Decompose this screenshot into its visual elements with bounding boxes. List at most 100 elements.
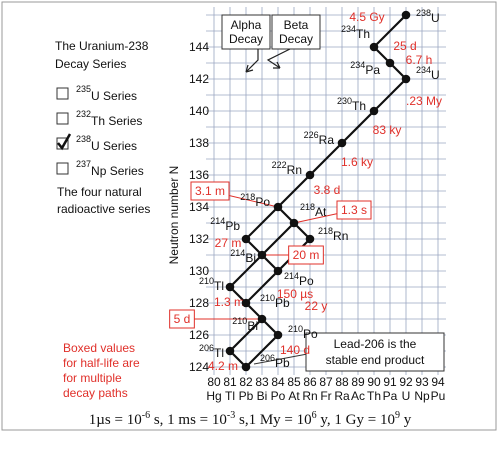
- x-symbol: Pu: [431, 389, 446, 403]
- nuclide-label: 218At: [300, 202, 327, 219]
- nuclide-label: 214Pb: [210, 216, 240, 233]
- half-life: 4.5 Gy: [349, 10, 384, 24]
- half-life: 150 µs: [277, 287, 313, 301]
- element-symbol: Ra: [319, 133, 335, 147]
- mass-number: 214: [210, 216, 225, 226]
- half-life: 5 d: [174, 312, 191, 326]
- checkbox[interactable]: [56, 162, 69, 175]
- x-symbol: Pa: [383, 389, 398, 403]
- nuclide-label: 234U: [416, 65, 440, 82]
- nuclide-label: 226Ra: [304, 130, 335, 147]
- panel-title: The Uranium-238: [55, 39, 149, 53]
- series-option[interactable]: 238U Series: [56, 133, 137, 153]
- nuclide: [241, 298, 251, 308]
- legend-text: Beta: [284, 18, 309, 32]
- checkbox[interactable]: [56, 112, 69, 125]
- x-tick-label: 84: [271, 375, 285, 389]
- x-tick-label: 85: [287, 375, 301, 389]
- half-life: .23 My: [406, 94, 442, 108]
- nuclide: [401, 10, 411, 20]
- half-life: 3.8 d: [314, 183, 341, 197]
- mass-number: 218: [318, 226, 333, 236]
- nuclide: [401, 74, 411, 84]
- element-symbol: Rn: [287, 163, 302, 177]
- x-symbol: Tl: [225, 389, 235, 403]
- nuclide-label: 218Rn: [318, 226, 348, 243]
- series-label[interactable]: 238U Series: [76, 134, 137, 153]
- series-option[interactable]: 235U Series: [56, 84, 137, 103]
- element-symbol: Rn: [333, 229, 348, 243]
- half-life-box: [190, 181, 230, 201]
- decay-path: [261, 222, 295, 256]
- x-symbol: Po: [271, 389, 286, 403]
- nuclide-label: 210Tl: [199, 276, 224, 293]
- nuclide-label: 210Bi: [232, 316, 258, 333]
- element-symbol: Bi: [247, 319, 258, 333]
- checkbox[interactable]: [56, 87, 69, 100]
- half-life: 83 ky: [373, 123, 402, 137]
- x-symbol: Ac: [351, 389, 365, 403]
- y-tick-label: 144: [189, 40, 209, 54]
- x-symbol: Np: [414, 389, 430, 403]
- series-label[interactable]: 232Th Series: [76, 109, 142, 128]
- x-tick-label: 88: [335, 375, 349, 389]
- nuclide: [289, 218, 299, 228]
- element-symbol: Po: [255, 195, 270, 209]
- half-life-box: [288, 245, 324, 265]
- y-tick-label: 140: [189, 104, 209, 118]
- nuclide-label: 206Pb: [260, 353, 290, 370]
- footnote: 1µs = 10-6 s, 1 ms = 10-3 s,1 My = 106 y…: [89, 410, 412, 428]
- decay-path: [245, 270, 279, 304]
- nuclide: [273, 202, 283, 212]
- element-symbol: U: [431, 68, 440, 82]
- half-life: 27 m: [215, 236, 242, 250]
- series-option[interactable]: 237Np Series: [56, 159, 144, 178]
- element-symbol: Tl: [214, 346, 224, 360]
- decay-path: [229, 254, 263, 288]
- y-tick-label: 132: [189, 232, 209, 246]
- nuclide: [225, 282, 235, 292]
- mass-number: 214: [284, 271, 299, 281]
- half-life: 1.3 m: [214, 295, 244, 309]
- note: Boxed values: [63, 341, 135, 355]
- series-mass: 235: [76, 84, 91, 94]
- x-tick-label: 94: [431, 375, 445, 389]
- x-tick-label: 89: [351, 375, 365, 389]
- mass-number: 218: [300, 202, 315, 212]
- footnote-exponent: -6: [142, 410, 150, 421]
- mass-number: 230: [337, 96, 352, 106]
- element-symbol: Th: [352, 99, 366, 113]
- nuclide: [241, 234, 251, 244]
- callout-box: [305, 332, 445, 372]
- x-symbol: Th: [367, 389, 381, 403]
- nuclide-label: 210Pb: [260, 293, 290, 310]
- series-label[interactable]: 235U Series: [76, 84, 137, 103]
- legend-box: [271, 14, 321, 50]
- nuclide: [225, 346, 235, 356]
- note: for half-life are: [63, 356, 140, 370]
- series-name: U Series: [91, 89, 137, 103]
- half-life: 1.3 s: [341, 203, 367, 217]
- x-tick-label: 82: [239, 375, 253, 389]
- y-tick-label: 128: [189, 296, 209, 310]
- series-mass: 237: [76, 159, 91, 169]
- footnote-exponent: -3: [227, 410, 235, 421]
- decay-path: [245, 206, 279, 240]
- half-life: 6.7 h: [406, 53, 433, 67]
- nuclide-label: 238U: [416, 8, 440, 25]
- series-label[interactable]: 237Np Series: [76, 159, 144, 178]
- nuclide: [369, 106, 379, 116]
- nuclide-label: 234Pa: [350, 60, 380, 77]
- footnote-text: 1µs = 10: [89, 412, 142, 428]
- series-option[interactable]: 232Th Series: [56, 109, 142, 128]
- x-symbol: Pb: [239, 389, 254, 403]
- nuclide-label: 214Bi: [230, 248, 256, 265]
- decay-path: [245, 334, 279, 368]
- y-tick-label: 124: [189, 360, 209, 374]
- series-mass: 232: [76, 109, 91, 119]
- callout-text: Lead-206 is the: [334, 337, 417, 351]
- panel-title: Decay Series: [55, 57, 126, 71]
- nuclide-label: 234Th: [341, 24, 370, 41]
- series-mass: 238: [76, 134, 91, 144]
